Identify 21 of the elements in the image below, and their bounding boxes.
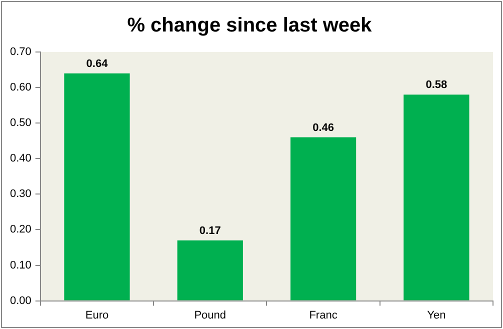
x-tick-label: Franc: [309, 309, 338, 322]
y-tick-label: 0.40: [10, 152, 32, 165]
y-tick-label: 0.70: [10, 46, 32, 58]
bar: [177, 240, 243, 300]
data-label: 0.58: [426, 79, 448, 92]
data-label: 0.64: [86, 58, 109, 70]
bar: [64, 73, 130, 300]
bar: [290, 137, 356, 300]
y-tick-label: 0.10: [10, 259, 32, 272]
y-tick-label: 0.00: [10, 294, 32, 307]
y-tick-label: 0.60: [10, 82, 32, 94]
y-tick-label: 0.50: [10, 117, 32, 130]
x-tick-label: Pound: [194, 309, 226, 322]
bar: [404, 94, 470, 300]
x-tick-label: Euro: [85, 309, 109, 322]
chart-title: % change since last week: [127, 14, 373, 37]
y-tick-label: 0.20: [10, 224, 32, 236]
y-tick-label: 0.30: [10, 188, 32, 200]
data-label: 0.17: [199, 224, 221, 237]
data-label: 0.46: [312, 122, 334, 134]
x-tick-label: Yen: [427, 309, 446, 322]
